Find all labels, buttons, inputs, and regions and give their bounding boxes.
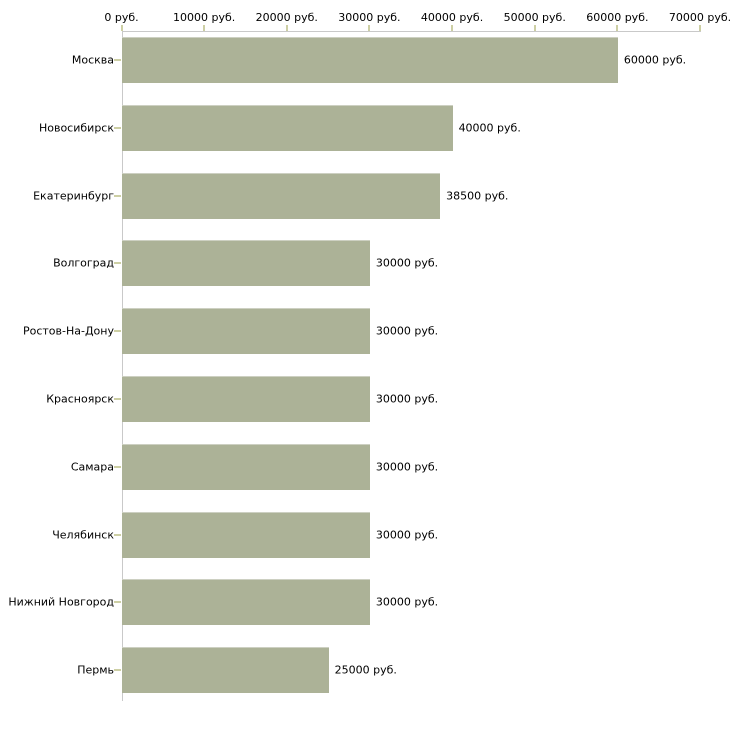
category-tick-mark [113,601,121,604]
x-tick-mark [699,25,701,31]
x-tick-label: 70000 руб. [668,11,730,24]
bar [122,37,618,83]
x-tick-label: 50000 руб. [503,11,566,24]
category-label: Москва [71,53,114,67]
x-tick-label: 60000 руб. [586,11,649,24]
bar [122,240,370,287]
category-tick-mark [113,398,121,400]
bar-value-label: 30000 руб. [375,392,439,406]
bar-value-label: 60000 руб. [623,53,687,67]
x-tick-label: 30000 руб. [338,11,401,24]
bar [122,172,441,219]
bar [122,579,370,626]
x-tick-mark [203,25,206,31]
bar-value-label: 25000 руб. [334,663,397,677]
category-tick-mark [113,126,121,129]
x-tick-label: 0 руб. [104,11,139,24]
category-label: Ростов-На-Дону [22,324,114,338]
bar-value-label: 38500 руб. [446,189,509,203]
category-tick-mark [113,465,121,468]
y-axis-line [121,31,123,701]
bar-value-label: 30000 руб. [375,460,439,474]
category-tick-mark [113,533,121,536]
category-label: Красноярск [46,392,114,406]
category-label: Волгоград [53,256,114,270]
category-label: Екатеринбург [33,189,114,203]
bar-value-label: 30000 руб. [375,528,439,542]
category-label: Самара [70,460,114,474]
x-tick-label: 10000 руб. [173,11,236,24]
x-tick-mark [368,25,371,31]
x-tick-label: 40000 руб. [420,11,484,24]
bar-value-label: 40000 руб. [458,121,521,135]
bar [122,443,370,490]
x-tick-mark [616,25,619,31]
category-label: Нижний Новгород [8,595,114,609]
category-label: Челябинск [52,528,114,542]
x-tick-mark [451,25,454,31]
bar [122,104,453,151]
bar-value-label: 30000 руб. [375,256,439,270]
category-tick-mark [113,194,121,197]
x-axis-line [121,31,701,32]
bar-value-label: 30000 руб. [375,324,439,338]
bar [122,511,370,558]
x-tick-mark [533,25,536,31]
x-tick-label: 20000 руб. [255,11,318,24]
category-tick-mark [113,59,121,61]
category-tick-mark [113,669,121,672]
bar [122,308,370,355]
x-tick-mark [120,25,123,31]
category-tick-mark [113,262,121,265]
bar [122,647,329,694]
bar-value-label: 30000 руб. [375,595,439,609]
category-label: Пермь [77,663,114,677]
bar [122,376,370,422]
category-label: Новосибирск [38,121,114,135]
x-tick-mark [285,25,288,31]
category-tick-mark [113,330,121,333]
